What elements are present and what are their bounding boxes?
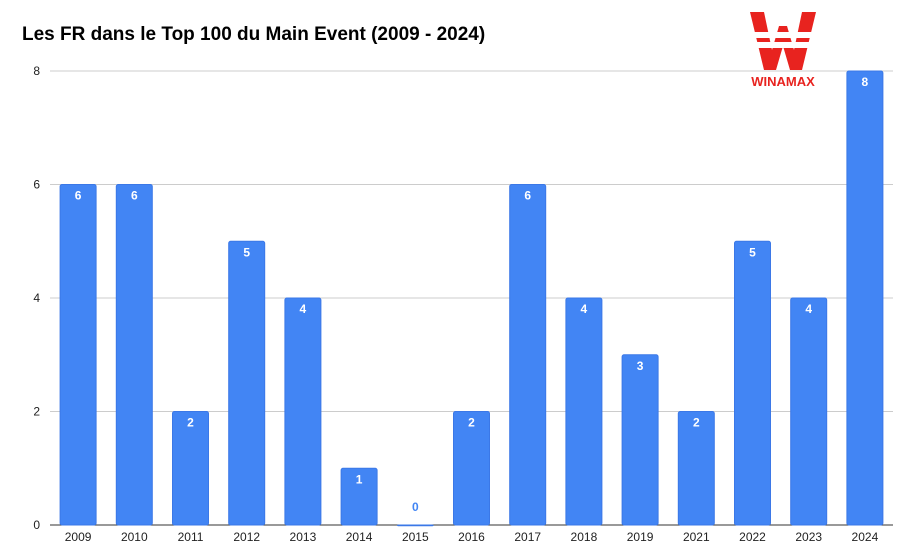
bar bbox=[677, 411, 715, 526]
data-label: 1 bbox=[356, 472, 363, 486]
bar bbox=[59, 184, 97, 526]
data-label: 0 bbox=[412, 500, 419, 514]
bar bbox=[115, 184, 153, 526]
x-tick-label: 2018 bbox=[571, 530, 598, 544]
data-label: 2 bbox=[187, 416, 194, 430]
x-tick-label: 2016 bbox=[458, 530, 485, 544]
y-tick-label: 4 bbox=[33, 291, 40, 305]
data-label: 3 bbox=[637, 359, 644, 373]
y-axis-ticks: 0 2 4 6 8 bbox=[33, 64, 40, 532]
bar bbox=[172, 411, 209, 526]
data-label: 6 bbox=[131, 189, 138, 203]
bar bbox=[284, 297, 322, 526]
data-label: 5 bbox=[749, 245, 756, 259]
bar bbox=[790, 297, 828, 526]
bar bbox=[846, 70, 884, 526]
bar bbox=[734, 240, 771, 526]
x-tick-label: 2022 bbox=[739, 530, 766, 544]
x-tick-label: 2023 bbox=[795, 530, 822, 544]
x-tick-label: 2014 bbox=[346, 530, 373, 544]
data-label: 2 bbox=[693, 416, 700, 430]
bar bbox=[396, 524, 434, 527]
data-label: 5 bbox=[243, 245, 250, 259]
bar bbox=[228, 240, 266, 526]
winamax-w-icon bbox=[746, 12, 820, 70]
x-tick-label: 2015 bbox=[402, 530, 429, 544]
x-tick-label: 2013 bbox=[290, 530, 317, 544]
x-tick-label: 2019 bbox=[627, 530, 654, 544]
y-tick-label: 0 bbox=[33, 518, 40, 532]
winamax-logo: WINAMAX bbox=[746, 12, 820, 89]
y-tick-label: 2 bbox=[33, 405, 40, 419]
bar bbox=[509, 184, 547, 526]
x-axis-ticks: 2009 2010 2011 2012 2013 2014 2015 2016 2017 2018… bbox=[65, 530, 879, 544]
bar bbox=[453, 411, 490, 526]
y-tick-label: 6 bbox=[33, 178, 40, 192]
data-label: 2 bbox=[468, 416, 475, 430]
data-labels: 6 6 2 5 4 1 0 2 6 4 3 2 5 4 8 bbox=[75, 75, 869, 514]
x-tick-label: 2021 bbox=[683, 530, 710, 544]
data-label: 8 bbox=[862, 75, 869, 89]
data-label: 6 bbox=[524, 189, 531, 203]
bars bbox=[59, 70, 884, 527]
data-label: 4 bbox=[300, 302, 307, 316]
x-tick-label: 2024 bbox=[852, 530, 879, 544]
data-label: 4 bbox=[581, 302, 588, 316]
data-label: 4 bbox=[805, 302, 812, 316]
y-tick-label: 8 bbox=[33, 64, 40, 78]
bar bbox=[621, 354, 659, 526]
winamax-wordmark: WINAMAX bbox=[751, 74, 815, 89]
x-tick-label: 2010 bbox=[121, 530, 148, 544]
x-tick-label: 2011 bbox=[178, 530, 204, 544]
bar bbox=[565, 297, 603, 526]
bar bbox=[340, 467, 378, 526]
data-label: 6 bbox=[75, 189, 82, 203]
x-tick-label: 2012 bbox=[233, 530, 260, 544]
x-tick-label: 2017 bbox=[514, 530, 541, 544]
x-tick-label: 2009 bbox=[65, 530, 92, 544]
chart-title: Les FR dans le Top 100 du Main Event (20… bbox=[22, 24, 486, 45]
